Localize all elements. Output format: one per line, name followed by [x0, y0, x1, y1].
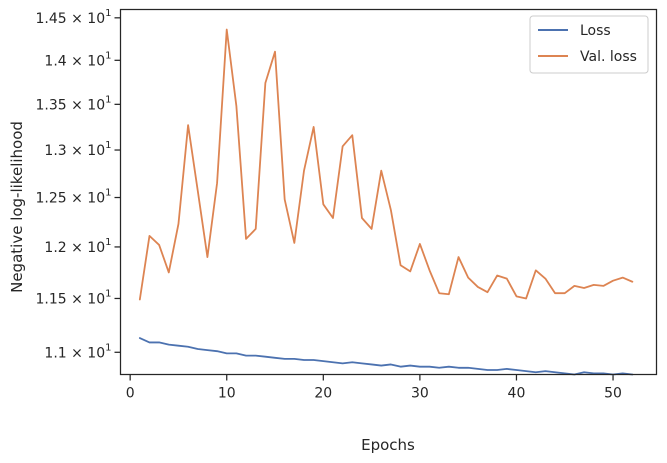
- series-layer: [138, 28, 634, 376]
- x-tick-label: 30: [411, 386, 429, 402]
- legend: Loss Val. loss: [529, 15, 649, 74]
- y-tick-label: 1.25 × 101: [36, 188, 112, 207]
- plot-frame: [119, 8, 658, 376]
- x-tick-label: 50: [604, 386, 622, 402]
- y-tick-label: 1.15 × 101: [36, 288, 112, 307]
- y-tick-label: 1.2 × 101: [44, 237, 111, 256]
- series-line-val-loss: [138, 28, 634, 301]
- ticks-layer: 0 10 20 30 40 50 1.1 × 101 1.15 × 101 1.2 × 101 1…: [36, 8, 622, 402]
- y-tick-label: 1.4 × 101: [44, 50, 111, 69]
- y-axis-label: Negative log-likelihood: [8, 121, 26, 293]
- x-tick-label: 40: [508, 386, 526, 402]
- y-tick-label: 1.45 × 101: [36, 8, 112, 27]
- x-tick-label: 10: [218, 386, 236, 402]
- x-tick-label: 20: [314, 386, 332, 402]
- legend-label-val-loss: Val. loss: [580, 49, 637, 65]
- y-tick-label: 1.35 × 101: [36, 94, 112, 113]
- series-line-loss: [138, 337, 634, 376]
- legend-label-loss: Loss: [580, 23, 611, 39]
- x-axis-label: Epochs: [361, 436, 415, 454]
- x-tick-label: 0: [126, 386, 135, 402]
- y-tick-label: 1.3 × 101: [44, 140, 111, 159]
- y-tick-label: 1.1 × 101: [44, 342, 111, 361]
